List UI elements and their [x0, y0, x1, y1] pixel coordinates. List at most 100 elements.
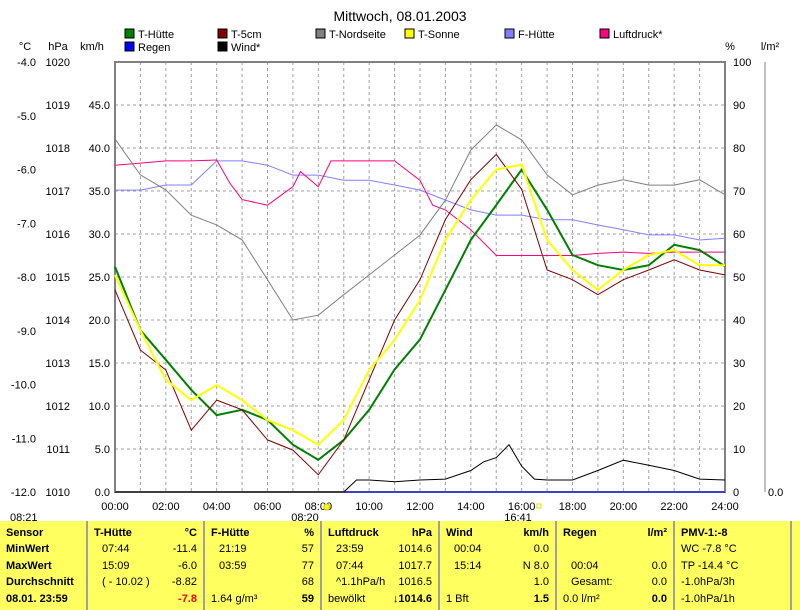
hpa-tick-label: 1011	[46, 444, 70, 456]
f_huette-label	[211, 576, 219, 592]
pmv-value: -1.0hPa/1h	[681, 593, 735, 605]
legend-swatch	[217, 28, 228, 39]
x-tick-label: 22:00	[660, 501, 688, 513]
t_huette-label: 15:09	[102, 560, 130, 572]
sun-icon	[323, 503, 331, 511]
rain-tick-label: 0.0	[768, 487, 783, 499]
percent-tick-label: 90	[733, 100, 745, 112]
legend-label: Regen	[138, 42, 170, 54]
x-tick-label: 12:00	[406, 501, 434, 513]
sensor-column: Sensor MinWert MaxWert Durchschnitt 08.0…	[0, 521, 88, 610]
wind-value: N 8.0	[522, 560, 549, 572]
percent-tick-label: 50	[733, 272, 745, 284]
row-label: MinWert	[6, 543, 50, 555]
f_huette-label: 1.64 g/m³	[211, 593, 258, 605]
x-tick-label: 10:00	[355, 501, 383, 513]
luftdruck-label: 07:44	[336, 560, 364, 572]
kmh-tick-label: 35.0	[89, 186, 110, 198]
kmh-tick-label: 30.0	[89, 229, 110, 241]
legend-label: T-Nordseite	[329, 29, 386, 41]
legend-swatch	[217, 41, 228, 52]
wind-unit: km/h	[523, 527, 549, 539]
kmh-tick-label: 0.0	[95, 487, 110, 499]
hpa-tick-label: 1017	[46, 186, 70, 198]
regen-label: 0.0 l/m²	[563, 593, 600, 605]
luftdruck-head: Luftdruck	[328, 527, 379, 539]
f-huette-column: F-Hütte% 21:19 57 03:59 77 68 1.64 g/m³ 59	[205, 521, 322, 610]
pmv-head: PMV-1:-8	[681, 527, 728, 539]
t_huette-label: ( - 10.02 )	[102, 576, 150, 588]
regen-column: Regen l/m² 00:04 0.0 Gesamt: 0.0 0.0 l/m² 0.0	[557, 521, 675, 610]
f_huette-head: F-Hütte	[211, 527, 250, 539]
regen-unit: l/m²	[647, 527, 667, 539]
regen-label: 00:04	[571, 560, 599, 572]
celsius-tick-label: -9.0	[17, 326, 36, 338]
row-label: MaxWert	[6, 560, 52, 572]
t_huette-value: -7.8	[178, 593, 197, 605]
x-tick-label: 20:00	[610, 501, 638, 513]
series-line-t-5cm	[114, 153, 726, 476]
kmh-tick-label: 45.0	[89, 100, 110, 112]
wind-label	[446, 576, 454, 592]
kmh-axis-label: km/h	[80, 41, 104, 53]
legend-label: Luftdruck*	[613, 29, 663, 41]
x-tick-label: 24:00	[711, 501, 739, 513]
wind-label: 00:04	[454, 543, 482, 555]
regen-label: Gesamt:	[571, 576, 613, 588]
chart-title: Mittwoch, 08.01.2003	[333, 8, 466, 24]
x-tick-label: 06:00	[254, 501, 282, 513]
celsius-tick-label: -5.0	[17, 111, 36, 123]
f_huette-value: 57	[301, 543, 314, 555]
series-line-t-sonne	[114, 163, 725, 446]
wind-head: Wind	[446, 527, 473, 539]
legend-label: T-Hütte	[138, 29, 174, 41]
regen-value: 0.0	[651, 560, 667, 572]
legend-swatch	[404, 28, 415, 39]
percent-tick-label: 70	[733, 186, 745, 198]
hpa-tick-label: 1016	[46, 229, 70, 241]
celsius-axis-label: °C	[19, 41, 31, 53]
wind-value: 0.0	[533, 543, 549, 555]
percent-tick-label: 100	[733, 57, 751, 69]
percent-tick-label: 30	[733, 358, 745, 370]
kmh-tick-label: 25.0	[89, 272, 110, 284]
pmv-value: -1.0hPa/3h	[681, 576, 735, 588]
sunset-icon	[536, 503, 542, 509]
regen-head: Regen	[563, 527, 597, 539]
hpa-tick-label: 1015	[46, 272, 70, 284]
sensor-head: Sensor	[6, 527, 44, 539]
wind-value: 1.0	[533, 576, 549, 588]
kmh-tick-label: 5.0	[95, 444, 110, 456]
wind-column: Wind km/h 00:04 0.0 15:14 N 8.0 1.0 1 Bft 1.5	[440, 521, 557, 610]
t_huette-head: T-Hütte	[94, 527, 132, 539]
kmh-tick-label: 20.0	[89, 315, 110, 327]
percent-tick-label: 60	[733, 229, 745, 241]
legend-swatch	[315, 28, 326, 39]
percent-tick-label: 10	[733, 444, 745, 456]
sunrise-time-label: 08:20	[291, 512, 319, 521]
percent-tick-label: 0	[733, 487, 739, 499]
celsius-tick-label: -12.0	[11, 487, 36, 499]
luftdruck-value: 1017.7	[398, 560, 432, 572]
celsius-tick-label: -10.0	[11, 380, 36, 392]
summary-table: Sensor MinWert MaxWert Durchschnitt 08.0…	[0, 521, 800, 610]
kmh-tick-label: 40.0	[89, 143, 110, 155]
x-tick-label: 14:00	[457, 501, 485, 513]
row-label: Durchschnitt	[6, 576, 74, 588]
luftdruck-column: Luftdruck hPa 23:59 1014.6 07:44 1017.7 ^1.1hP…	[322, 521, 440, 610]
hpa-axis-label: hPa	[48, 41, 68, 53]
legend-label: F-Hütte	[518, 29, 555, 41]
hpa-tick-label: 1019	[46, 100, 70, 112]
hpa-tick-label: 1014	[46, 315, 70, 327]
hpa-tick-label: 1013	[46, 358, 70, 370]
rain-axis-label: l/m²	[761, 41, 780, 53]
celsius-tick-label: -6.0	[17, 165, 36, 177]
t-huette-column: T-Hütte °C 07:44 -11.4 15:09 -6.0 ( - 10.02 ) -…	[88, 521, 205, 610]
x-tick-label: 16:00	[508, 501, 536, 513]
percent-tick-label: 20	[733, 401, 745, 413]
luftdruck-value: 1014.6	[398, 543, 432, 555]
percent-tick-label: 80	[733, 143, 745, 155]
celsius-tick-label: -7.0	[17, 218, 36, 230]
wind-label: 1 Bft	[446, 593, 469, 605]
t_huette-unit: °C	[184, 527, 197, 539]
